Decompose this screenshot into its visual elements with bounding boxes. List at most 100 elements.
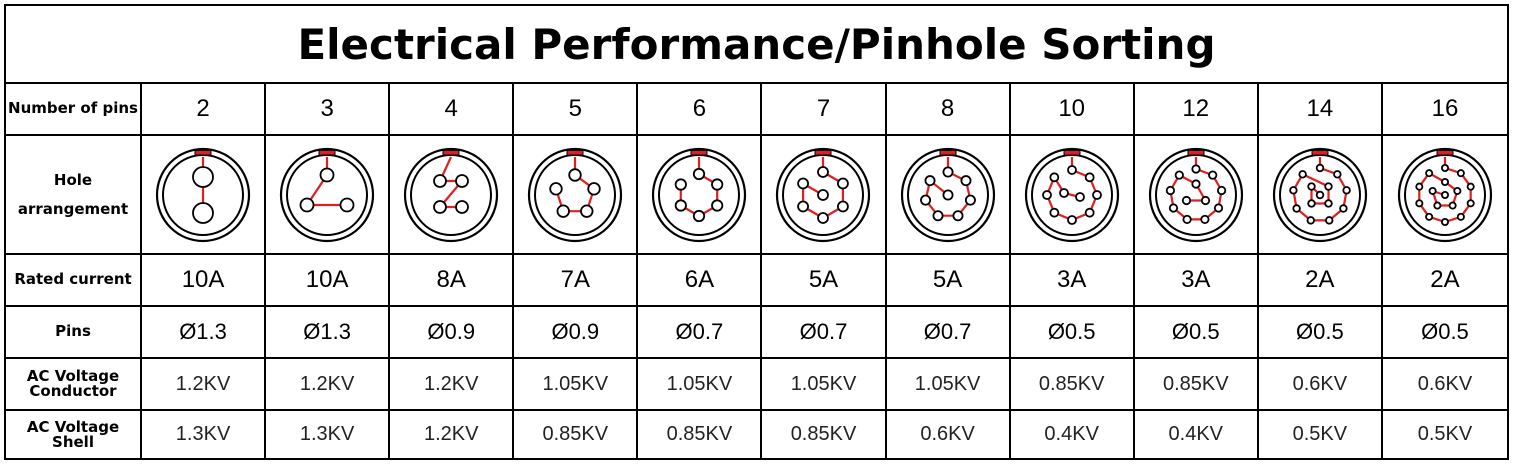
ac-voltage-shell-value: 0.85KV	[666, 423, 733, 445]
pin-diameter-value: Ø1.3	[179, 319, 227, 344]
pins-count-cell: 4	[390, 84, 515, 136]
pins-count-value: 16	[1431, 95, 1459, 122]
8-pin-layout-icon	[886, 136, 1011, 255]
rated-current-value: 10A	[181, 266, 225, 293]
pins-count-cell: 8	[886, 84, 1011, 136]
14-pin-layout-icon	[1258, 136, 1383, 255]
connector-face-icon	[1024, 147, 1119, 242]
connector-face-icon	[280, 147, 375, 242]
pin-diameter-value: Ø0.9	[551, 319, 600, 344]
6-pin-layout-icon	[638, 136, 763, 255]
row-label-line: AC Voltage	[26, 367, 120, 385]
row-label-line: Rated current	[14, 270, 132, 289]
rated-current-cell: 5A	[762, 255, 887, 307]
rated-current-cell: 5A	[886, 255, 1011, 307]
ac-voltage-shell-cell: 0.85KV	[762, 411, 887, 458]
pins-count-value: 4	[444, 95, 458, 122]
rated-current-cell: 10A	[142, 255, 267, 307]
ac-voltage-conductor-value: 1.05KV	[914, 372, 981, 395]
ac-voltage-shell-cell: 1.3KV	[142, 411, 267, 458]
row-label-line: Shell	[52, 432, 94, 451]
12-pin-layout-icon	[1134, 136, 1259, 255]
ac-voltage-conductor-cell: 1.2KV	[266, 359, 391, 411]
ac-voltage-shell-value: 1.2KV	[423, 423, 479, 445]
ac-voltage-shell-cell: 0.6KV	[887, 411, 1011, 458]
pins-count-cell: 10	[1010, 84, 1135, 136]
pin-diameter-value: Ø0.5	[1421, 319, 1469, 344]
pin-diameter-value: Ø0.7	[799, 319, 848, 344]
ac-voltage-shell-cell: 1.2KV	[390, 411, 515, 458]
pin-diameter-cell: Ø0.9	[390, 307, 515, 359]
spec-grid: Number of pins 2 3 4 5 6 7 8 10 12 14 16 Hole arrang…	[6, 84, 1507, 458]
ac-voltage-conductor-value: 1.2KV	[423, 372, 479, 395]
pin-diameter-cell: Ø0.7	[762, 307, 887, 359]
row-label-text: Pins	[55, 322, 91, 341]
rated-current-cell: 2A	[1258, 255, 1383, 307]
ac-voltage-conductor-cell: 0.85KV	[1010, 359, 1135, 411]
ac-voltage-conductor-value: 0.85KV	[1038, 372, 1105, 395]
pin-diameter-cell: Ø0.7	[638, 307, 763, 359]
10-pin-layout-icon	[1010, 136, 1135, 255]
pin-diameter-cell: Ø0.5	[1258, 307, 1383, 359]
pin-diameter-cell: Ø0.7	[886, 307, 1011, 359]
ac-voltage-conductor-cell: 1.2KV	[390, 359, 515, 411]
ac-voltage-shell-value: 0.4KV	[1044, 423, 1099, 445]
row-label-text: AC Voltage Shell	[26, 417, 120, 451]
pin-diameter-value: Ø0.9	[427, 319, 476, 344]
pin-diameter-value: Ø0.7	[923, 319, 972, 344]
pins-count-cell: 6	[638, 84, 763, 136]
row-label-ac-voltage-shell: AC Voltage Shell	[6, 411, 142, 458]
row-label-hole-arrangement: Hole arrangement	[6, 136, 142, 255]
rated-current-value: 6A	[684, 266, 715, 293]
rated-current-value: 5A	[808, 266, 839, 293]
ac-voltage-shell-cell: 0.4KV	[1135, 411, 1259, 458]
row-label-line: Hole	[53, 171, 93, 189]
ac-voltage-shell-cell: 1.3KV	[266, 411, 391, 458]
pin-diameter-cell: Ø0.5	[1010, 307, 1135, 359]
pin-diameter-value: Ø0.7	[675, 319, 724, 344]
pin-diameter-value: Ø0.5	[1296, 319, 1344, 344]
rated-current-value: 2A	[1430, 266, 1460, 293]
pins-count-value: 8	[940, 95, 955, 122]
rated-current-value: 5A	[932, 266, 963, 293]
pins-count-value: 10	[1058, 95, 1086, 122]
ac-voltage-conductor-value: 1.05KV	[542, 372, 609, 395]
ac-voltage-shell-cell: 0.85KV	[638, 411, 763, 458]
row-label-pins: Pins	[6, 307, 142, 359]
row-label-number-of-pins: Number of pins	[6, 84, 142, 136]
ac-voltage-shell-value: 1.3KV	[175, 423, 231, 445]
rated-current-cell: 6A	[638, 255, 763, 307]
spec-table: Electrical Performance/Pinhole Sorting N…	[4, 4, 1509, 460]
pins-count-cell: 3	[266, 84, 391, 136]
row-label-line: Conductor	[29, 382, 117, 400]
row-label-line: AC Voltage	[26, 417, 120, 436]
connector-face-icon	[155, 147, 251, 242]
connector-face-icon	[404, 147, 499, 242]
ac-voltage-conductor-value: 1.2KV	[175, 372, 231, 395]
pin-diameter-cell: Ø0.5	[1382, 307, 1507, 359]
connector-face-icon	[776, 147, 871, 242]
row-label-text: Hole arrangement	[18, 166, 128, 223]
connector-face-icon	[1272, 147, 1367, 242]
rated-current-cell: 7A	[514, 255, 639, 307]
ac-voltage-conductor-cell: 0.85KV	[1134, 359, 1259, 411]
pin-diameter-value: Ø0.5	[1171, 319, 1220, 344]
pins-count-value: 2	[196, 95, 210, 122]
pins-count-value: 6	[692, 95, 707, 122]
ac-voltage-conductor-cell: 1.05KV	[638, 359, 763, 411]
pins-count-value: 7	[816, 95, 831, 122]
pin-diameter-cell: Ø0.9	[514, 307, 639, 359]
pins-count-cell: 7	[762, 84, 887, 136]
row-label-line: Pins	[55, 322, 91, 341]
ac-voltage-conductor-value: 0.85KV	[1162, 372, 1229, 395]
ac-voltage-conductor-cell: 0.6KV	[1258, 359, 1383, 411]
row-label-line: arrangement	[17, 199, 129, 218]
pins-count-cell: 5	[514, 84, 639, 136]
4-pin-layout-icon	[390, 136, 515, 255]
ac-voltage-conductor-cell: 1.05KV	[762, 359, 887, 411]
rated-current-value: 10A	[305, 266, 349, 293]
pins-count-cell: 14	[1258, 84, 1383, 136]
ac-voltage-shell-value: 1.3KV	[299, 423, 355, 445]
connector-face-icon	[1148, 147, 1243, 242]
pins-count-cell: 12	[1134, 84, 1259, 136]
